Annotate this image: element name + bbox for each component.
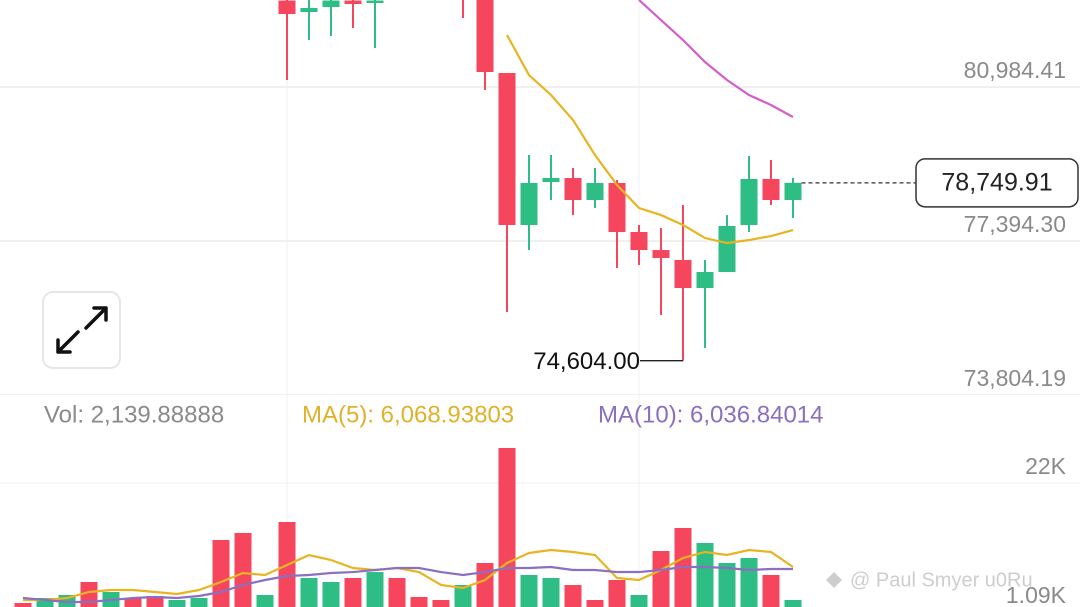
candle-body <box>476 0 494 73</box>
candle-body <box>652 250 670 258</box>
candle-body <box>498 72 516 226</box>
volume-bar <box>784 600 802 607</box>
volume-bar <box>564 584 582 607</box>
volume-bar <box>168 600 186 607</box>
volume-bar <box>762 574 780 607</box>
last-price-box <box>915 158 1079 208</box>
candle-body <box>696 272 714 289</box>
volume-bar <box>696 542 714 607</box>
ma-line <box>638 0 794 118</box>
expand-button[interactable] <box>42 291 121 369</box>
candle-body <box>630 232 648 251</box>
candle-body <box>542 177 560 182</box>
volume-bar <box>498 447 516 607</box>
candle-body <box>322 0 340 8</box>
low-marker-label: 74,604.00 <box>533 348 640 375</box>
watermark-text: @ Paul Smyer u0Ru <box>850 569 1033 591</box>
volume-info: MA(10): 6,036.84014 <box>598 401 823 428</box>
ma-line <box>23 548 794 602</box>
candle-body <box>344 0 362 5</box>
volume-bar <box>630 594 648 607</box>
volume-bar <box>520 574 538 607</box>
volume-bar <box>190 598 208 607</box>
last-price-label: 78,749.91 <box>941 168 1052 196</box>
volume-bar <box>718 562 736 607</box>
volume-info: MA(5): 6,068.93803 <box>302 401 514 428</box>
candle-body <box>608 182 626 233</box>
volume-bar <box>344 578 362 607</box>
y-tick-label: 22K <box>1025 453 1067 479</box>
volume-bar <box>234 532 252 607</box>
volume-info: Vol: 2,139.88888 <box>44 401 224 428</box>
ma-line <box>22 565 793 604</box>
volume-bar <box>124 598 142 607</box>
candle-body <box>520 182 538 226</box>
candle-body <box>784 182 802 201</box>
volume-bar <box>256 594 274 607</box>
volume-bar <box>300 578 318 607</box>
y-tick-label: 73,804.19 <box>964 365 1066 391</box>
watermark: @ Paul Smyer u0Ru <box>826 569 1033 591</box>
y-tick-label: 77,394.30 <box>964 211 1066 237</box>
price-panel <box>0 0 1080 395</box>
volume-bar <box>432 600 450 607</box>
ma-line <box>506 34 794 245</box>
volume-bar <box>476 562 494 607</box>
volume-bar <box>740 558 758 607</box>
volume-bar <box>322 582 340 607</box>
candle-body <box>564 177 582 201</box>
volume-bar <box>652 551 670 607</box>
volume-bar <box>454 584 472 607</box>
candle-body <box>718 225 736 273</box>
volume-bar <box>14 602 32 607</box>
volume-bar <box>366 572 384 607</box>
volume-bar <box>586 600 604 607</box>
volume-bar <box>146 595 164 607</box>
candle-body <box>674 260 692 289</box>
volume-bar <box>212 540 230 607</box>
candle-body <box>366 0 384 3</box>
volume-panel <box>0 447 1080 607</box>
volume-bar <box>608 580 626 607</box>
volume-bar <box>388 578 406 607</box>
y-tick-label: 1.09K <box>1006 582 1067 607</box>
volume-bar <box>410 596 428 607</box>
candle-body <box>586 182 604 201</box>
volume-bar <box>542 578 560 607</box>
volume-bar <box>36 598 54 607</box>
candle-body <box>740 178 758 226</box>
y-tick-label: 80,984.41 <box>964 57 1066 83</box>
candle-body <box>278 0 296 15</box>
overlay: 80,984.41 77,394.30 73,804.19 78,749.91 74,6… <box>44 57 1079 607</box>
candle-body <box>300 8 318 12</box>
candle-body <box>762 178 780 201</box>
